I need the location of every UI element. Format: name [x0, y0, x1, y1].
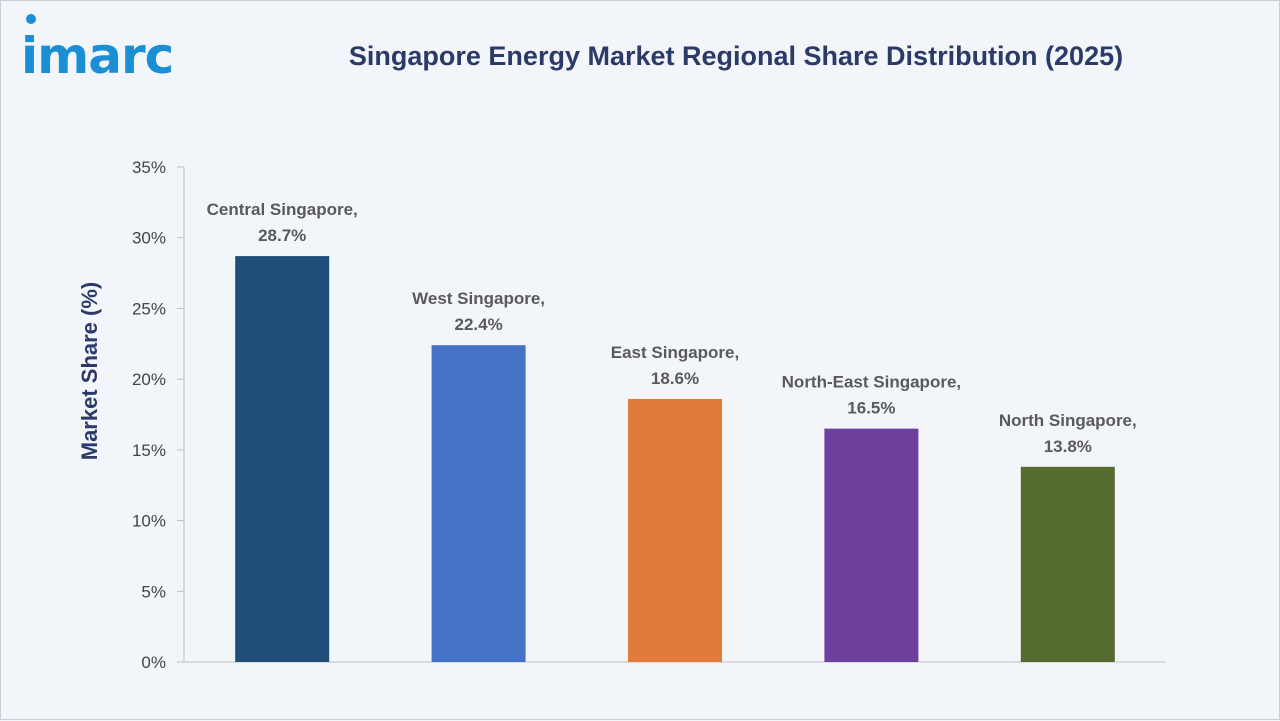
y-tick-label: 30%	[132, 229, 166, 248]
data-label-category: West Singapore,	[412, 289, 545, 308]
bar-0	[235, 256, 330, 662]
y-tick-label: 0%	[141, 653, 166, 672]
data-label-value: 16.5%	[847, 399, 895, 418]
data-label-category: East Singapore,	[611, 343, 739, 362]
data-label-category: North Singapore,	[999, 411, 1137, 430]
bar-1	[431, 345, 526, 662]
bar-3	[824, 428, 919, 662]
data-label-value: 22.4%	[454, 315, 502, 334]
chart-title: Singapore Energy Market Regional Share D…	[348, 41, 1124, 71]
bar-4	[1020, 466, 1115, 662]
bar-2	[628, 398, 722, 662]
data-label-value: 18.6%	[651, 369, 699, 388]
y-tick-label: 20%	[132, 370, 166, 389]
logo-dot-icon	[26, 14, 36, 24]
data-label-category: North-East Singapore,	[782, 373, 961, 392]
data-label-value: 28.7%	[258, 226, 306, 245]
y-tick-label: 5%	[141, 582, 166, 601]
y-tick-label: 25%	[132, 299, 166, 318]
y-tick-label: 35%	[132, 158, 166, 177]
imarc-logo: imarc	[21, 27, 174, 85]
y-tick-label: 10%	[132, 512, 166, 531]
data-label-category: Central Singapore,	[207, 200, 358, 219]
data-label-value: 13.8%	[1044, 437, 1092, 456]
y-tick-label: 15%	[132, 441, 166, 460]
